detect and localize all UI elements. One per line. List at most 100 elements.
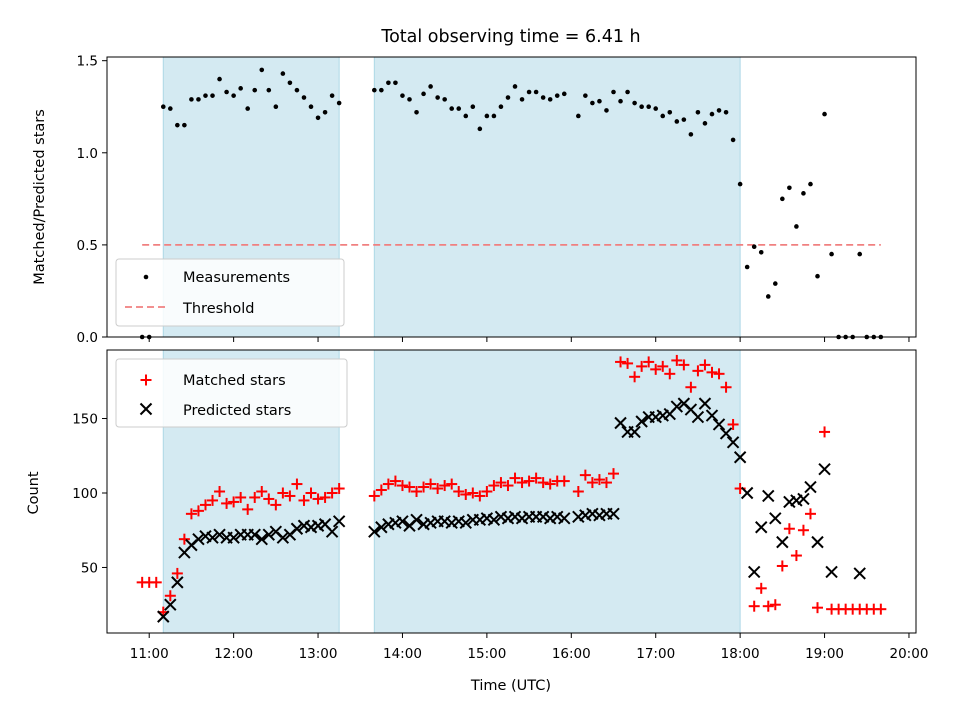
x-tick-label: 14:00 <box>383 646 422 662</box>
predicted-stars-point <box>733 451 747 464</box>
matched-stars-point <box>382 478 394 490</box>
measurement-point <box>660 113 666 119</box>
matched-stars-point <box>453 486 465 497</box>
matched-stars-point <box>755 582 767 594</box>
matched-stars-point <box>579 469 591 481</box>
predicted-stars-point <box>628 425 641 439</box>
measurement-point <box>463 113 469 119</box>
predicted-stars-point <box>164 598 177 611</box>
matched-stars-point <box>608 468 620 480</box>
measurement-point <box>611 89 616 95</box>
matched-stars-point <box>214 486 226 497</box>
measurement-point <box>780 196 785 202</box>
matched-stars-point <box>530 472 542 484</box>
observing-window-band <box>373 56 741 338</box>
measurement-point <box>773 281 778 286</box>
x-axis-label: Time (UTC) <box>470 678 551 694</box>
matched-stars-point <box>192 505 204 517</box>
measurement-point <box>723 109 729 115</box>
predicted-stars-point <box>375 521 388 534</box>
matched-stars-point <box>270 499 282 511</box>
matched-stars-point <box>277 487 289 499</box>
measurement-point <box>238 86 243 91</box>
measurement-point <box>245 106 250 111</box>
matched-stars-point <box>671 354 683 366</box>
matched-stars-point <box>284 490 296 502</box>
matched-stars-point <box>516 477 528 489</box>
matched-stars-point <box>312 493 324 505</box>
measurement-point <box>449 106 455 111</box>
measurement-point <box>576 113 581 119</box>
matched-stars-point <box>432 483 444 495</box>
measurement-point <box>266 87 272 93</box>
measurement-point <box>547 97 553 102</box>
measurement-point <box>322 109 328 115</box>
measurement-point <box>315 115 321 121</box>
measurement-point <box>533 89 539 95</box>
y-tick-label: 150 <box>72 412 98 428</box>
matched-stars-point <box>523 475 535 487</box>
matched-stars-point <box>819 426 831 438</box>
matched-stars-point <box>643 356 655 368</box>
matched-stars-point <box>326 487 338 499</box>
measurement-point <box>498 104 504 110</box>
measurement-point <box>168 106 173 111</box>
matched-stars-point <box>150 576 162 588</box>
measurement-point <box>329 93 335 98</box>
matched-stars-point <box>389 475 401 487</box>
counts-legend: Matched stars Predicted stars <box>115 358 348 428</box>
measurement-point <box>808 181 813 187</box>
matched-stars-point <box>797 524 809 536</box>
matched-stars-point <box>474 490 486 502</box>
matched-stars-point <box>298 494 310 506</box>
matched-stars-point <box>411 486 423 497</box>
measurement-point <box>618 98 623 104</box>
matched-stars-point <box>692 365 704 377</box>
x-tick-label: 19:00 <box>805 646 844 662</box>
matched-stars-point <box>783 523 795 535</box>
predicted-stars-point <box>804 480 817 494</box>
observing-window-band <box>373 349 741 634</box>
y-tick-label: 1.0 <box>77 146 98 162</box>
measurement-point <box>597 98 602 104</box>
measurement-point <box>491 113 497 119</box>
predicted-stars-point <box>325 525 339 538</box>
predicted-stars-point <box>213 528 226 541</box>
matched-stars-point <box>622 357 634 369</box>
predicted-stars-point <box>747 565 761 579</box>
matched-stars-point <box>207 494 219 506</box>
predicted-stars-point <box>755 521 768 534</box>
measurement-point <box>702 121 708 126</box>
measurement-point <box>667 109 673 115</box>
measurement-point <box>505 95 511 100</box>
measurement-point <box>604 108 609 113</box>
predicted-stars-point <box>157 610 170 623</box>
measurement-point <box>231 93 236 98</box>
measurement-point <box>709 111 715 117</box>
matched-stars-point <box>305 487 317 499</box>
measurement-point <box>308 104 314 110</box>
predicted-stars-point <box>227 531 240 544</box>
measurement-point <box>822 111 827 117</box>
measurement-point <box>414 109 419 115</box>
matched-stars-point <box>375 484 387 496</box>
matched-stars-point <box>425 478 437 490</box>
measurement-point <box>653 106 659 111</box>
measurement-point <box>815 273 820 279</box>
legend-measurement-marker <box>143 274 149 280</box>
y-tick-label: 1.5 <box>77 54 98 70</box>
predicted-stars-point <box>192 532 205 546</box>
matched-stars-point <box>249 491 261 503</box>
matched-stars-point <box>439 480 451 492</box>
measurement-point <box>379 87 384 93</box>
measurement-point <box>294 87 300 93</box>
measurement-point <box>336 100 342 106</box>
matched-stars-point <box>776 560 788 572</box>
measurement-point <box>301 95 307 100</box>
matched-stars-point <box>242 503 254 515</box>
matched-stars-point <box>221 497 233 509</box>
predicted-stars-point <box>818 462 831 476</box>
legend-label-predicted: Predicted stars <box>183 403 291 419</box>
predicted-stars-point <box>719 427 733 440</box>
matched-stars-point <box>762 600 774 612</box>
